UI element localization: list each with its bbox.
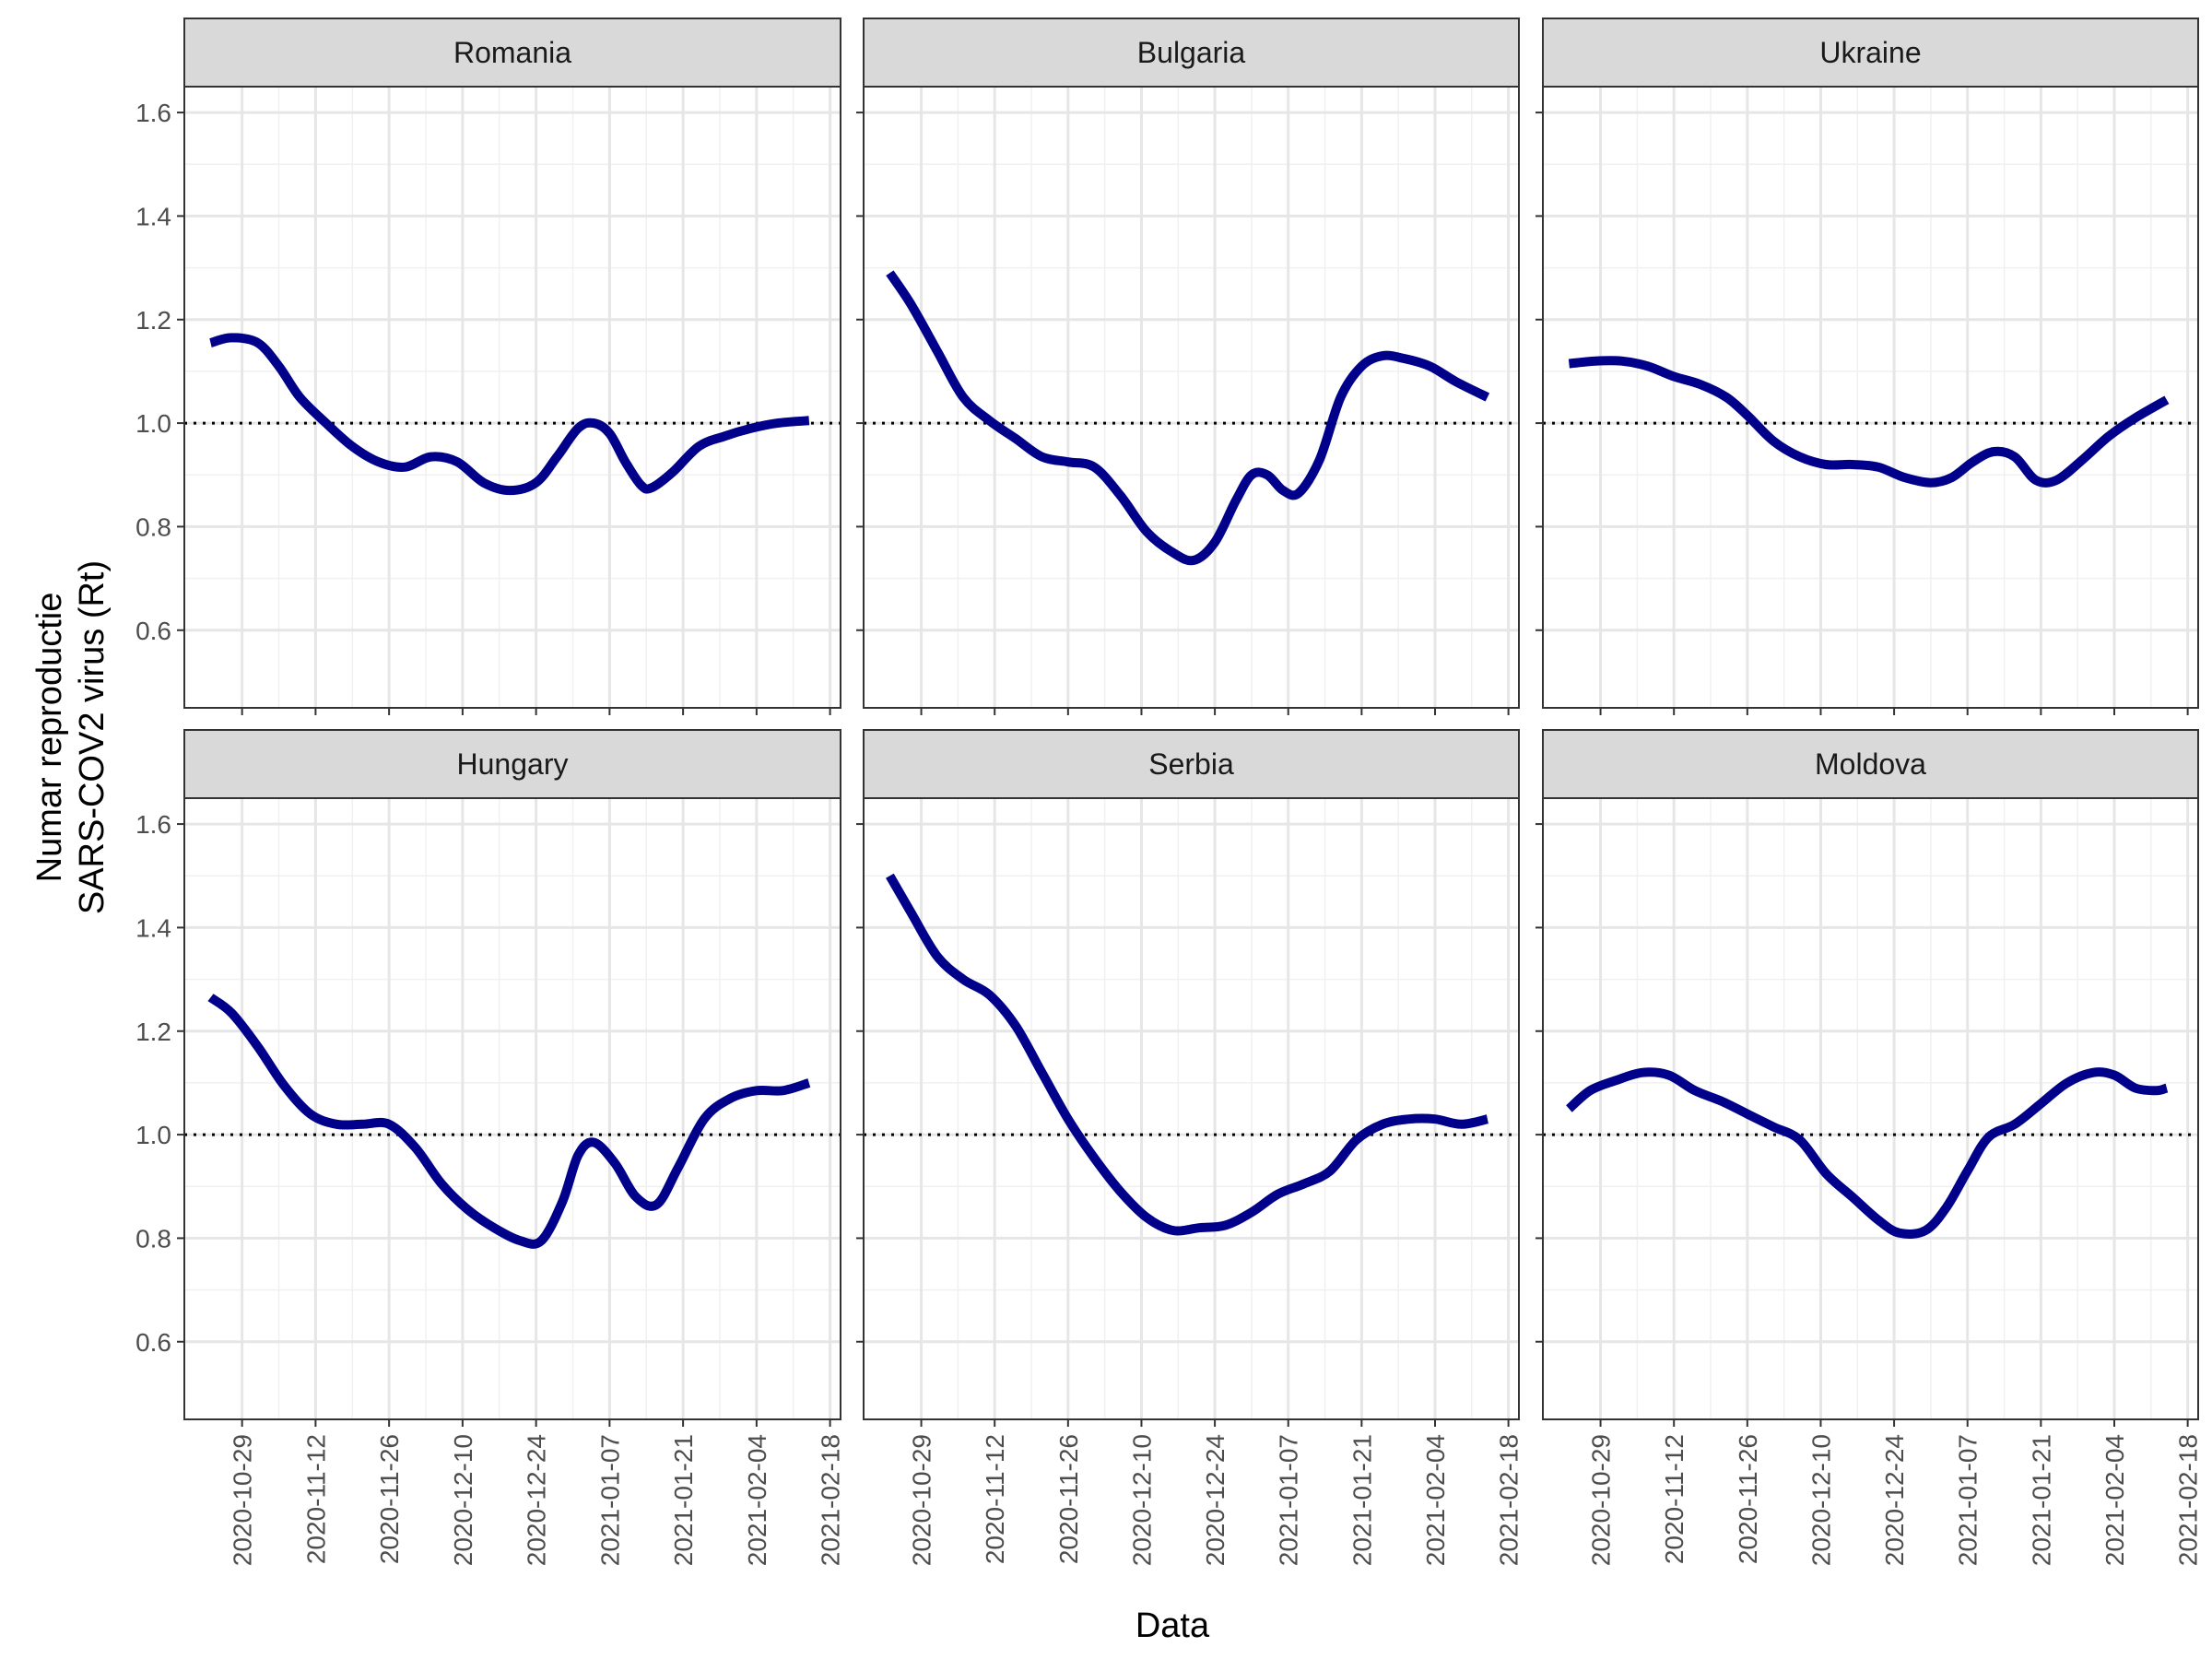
- y-tick-label: 1.0: [135, 1121, 171, 1149]
- strip-label: Hungary: [457, 747, 569, 781]
- plot-background: [1543, 798, 2198, 1419]
- panel-border: [1542, 86, 2199, 709]
- strip-background: [1542, 18, 2199, 88]
- panel-moldova: Moldova 2020-10-29 2020-11-12 2020-11-26 202…: [1535, 729, 2203, 1566]
- series-line-romania: [209, 333, 810, 496]
- strip-label: Serbia: [1148, 747, 1234, 781]
- plot-background: [1543, 87, 2198, 708]
- panel-border: [183, 86, 841, 709]
- strip-label: Romania: [453, 36, 571, 69]
- x-axis-title: Data: [1135, 1606, 1210, 1645]
- panel-serbia: Serbia 2020-10-29 2020-11-12 2020-11-26 2020…: [856, 729, 1524, 1566]
- x-tick-label: 2020-12-24: [523, 1434, 551, 1566]
- series-line-serbia: [886, 873, 1489, 1236]
- y-tick-label: 0.8: [135, 512, 171, 541]
- x-tick-label: 2021-01-21: [1347, 1434, 1376, 1566]
- panel-bulgaria: Bulgaria: [856, 18, 1520, 715]
- panel-border: [1542, 797, 2199, 1420]
- panel-border: [863, 86, 1520, 709]
- x-tick-label: 2021-01-21: [2027, 1434, 2055, 1566]
- x-tick-label: 2020-11-12: [301, 1434, 330, 1564]
- strip-label: Moldova: [1815, 747, 1926, 781]
- y-tick-label: 1.6: [135, 99, 171, 127]
- x-tick-label: 2021-01-07: [1954, 1434, 1983, 1566]
- panel-ukraine: Ukraine: [1535, 18, 2199, 715]
- y-tick-label: 1.4: [135, 202, 171, 230]
- y-tick-label: 1.2: [135, 1018, 171, 1046]
- strip-label: Ukraine: [1819, 36, 1921, 69]
- x-tick-label: 2020-12-10: [449, 1434, 477, 1566]
- series-line-bulgaria: [886, 270, 1490, 566]
- x-tick-label: 2020-12-10: [1806, 1434, 1835, 1566]
- x-tick-label: 2020-10-29: [908, 1434, 936, 1566]
- plot-background: [184, 87, 841, 708]
- series-line-moldova: [1566, 1067, 2169, 1239]
- x-tick-label: 2021-01-07: [595, 1434, 624, 1566]
- strip-background: [863, 729, 1520, 799]
- series-line-ukraine: [1568, 356, 2170, 488]
- x-tick-label: 2020-10-29: [229, 1434, 257, 1566]
- strip-background: [863, 18, 1520, 88]
- strip-background: [1542, 729, 2199, 799]
- panel-border: [863, 797, 1520, 1420]
- x-tick-label: 2021-02-18: [817, 1434, 845, 1566]
- x-tick-label: 2020-11-26: [1054, 1434, 1083, 1564]
- x-tick-label: 2021-01-21: [669, 1434, 698, 1566]
- panel-romania: Romania 0.6 0.8 1.0 1.2 1.4 1.6: [135, 18, 841, 715]
- x-tick-label: 2020-12-24: [1880, 1434, 1909, 1566]
- x-tick-label: 2021-02-04: [743, 1434, 771, 1566]
- x-tick-label: 2021-02-04: [1421, 1434, 1450, 1566]
- strip-background: [183, 729, 841, 799]
- x-tick-label: 2021-02-04: [2100, 1434, 2129, 1566]
- y-axis-title: Numar reproductie SARS-COV2 virus (Rt): [30, 560, 112, 914]
- x-tick-label: 2021-02-18: [1495, 1434, 1524, 1566]
- x-tick-label: 2020-12-10: [1127, 1434, 1156, 1566]
- y-tick-label: 1.0: [135, 409, 171, 438]
- y-tick-label: 0.6: [135, 617, 171, 645]
- strip-background: [183, 18, 841, 88]
- x-tick-label: 2020-11-26: [1734, 1434, 1762, 1564]
- plot-background: [864, 798, 1519, 1419]
- y-tick-label: 1.4: [135, 913, 171, 942]
- strip-label: Bulgaria: [1137, 36, 1246, 69]
- x-tick-label: 2020-11-12: [1660, 1434, 1688, 1564]
- x-tick-label: 2020-12-24: [1201, 1434, 1230, 1566]
- x-tick-label: 2021-01-07: [1275, 1434, 1303, 1566]
- x-tick-label: 2020-10-29: [1587, 1434, 1616, 1566]
- y-axis-title-line: Numar reproductie: [30, 593, 69, 883]
- plot-background: [864, 87, 1519, 708]
- x-tick-label: 2021-02-18: [2174, 1434, 2203, 1566]
- plot-background: [184, 798, 841, 1419]
- y-tick-label: 1.6: [135, 810, 171, 839]
- series-line-hungary: [207, 994, 811, 1249]
- panel-hungary: Hungary 0.6 0.8 1.0 1.2 1.4 1.6 2020-10-29 2020-…: [135, 729, 845, 1566]
- x-tick-label: 2020-11-26: [375, 1434, 404, 1564]
- panel-border: [183, 797, 841, 1420]
- y-tick-label: 1.2: [135, 306, 171, 335]
- y-tick-label: 0.8: [135, 1224, 171, 1253]
- y-tick-label: 0.6: [135, 1328, 171, 1357]
- x-tick-label: 2020-11-12: [981, 1434, 1009, 1564]
- y-axis-title-line: SARS-COV2 virus (Rt): [73, 560, 112, 914]
